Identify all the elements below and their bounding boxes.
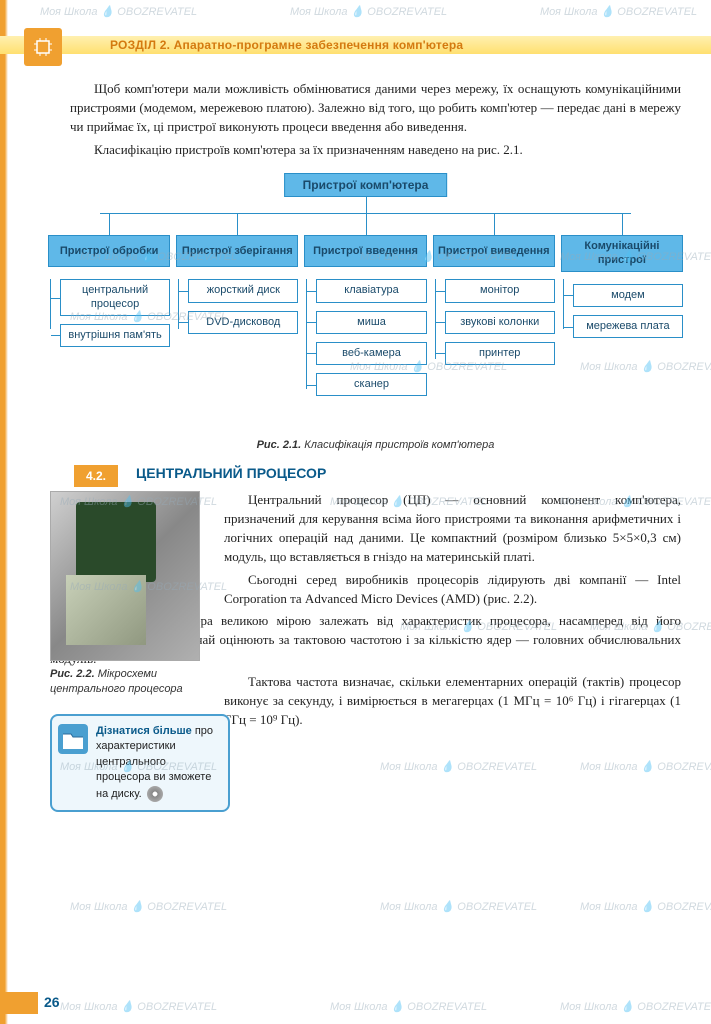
diagram-category-head: Пристрої зберігання [176, 235, 298, 267]
watermark: Моя Школа 💧 OBOZREVATEL [70, 900, 227, 913]
section-title-text: ЦЕНТРАЛЬНИЙ ПРОЦЕСОР [136, 465, 326, 481]
diagram-item: монітор [445, 279, 555, 302]
diagram-items-list: жорсткий диск DVD-дисковод [176, 279, 298, 333]
diagram-item: принтер [445, 342, 555, 365]
diagram-category: Пристрої обробки центральний процесор внут… [48, 235, 170, 396]
watermark: Моя Школа 💧 OBOZREVATEL [40, 5, 197, 18]
diagram-item: модем [573, 284, 683, 307]
diagram-items-list: клавіатура миша веб-камера сканер [304, 279, 426, 396]
diagram-category-head: Пристрої виведення [433, 235, 555, 267]
diagram-item: сканер [316, 373, 426, 396]
paragraph-2: Класифікацію пристроїв комп'ютера за їх … [70, 141, 681, 160]
diagram-item: миша [316, 311, 426, 334]
disk-icon [147, 786, 163, 802]
figure-2-2-label: Рис. 2.2. [50, 668, 95, 680]
chip-icon [24, 28, 62, 66]
diagram-item: DVD-дисковод [188, 311, 298, 334]
figure-2-1-caption: Рис. 2.1. Класифікація пристроїв комп'ют… [70, 439, 681, 451]
watermark: Моя Школа 💧 OBOZREVATEL [540, 5, 697, 18]
diagram-item: жорсткий диск [188, 279, 298, 302]
diagram-category-head: Пристрої введення [304, 235, 426, 267]
page-number: 26 [44, 994, 60, 1010]
diagram-item: внутрішня пам'ять [60, 324, 170, 347]
diagram-category-head: Пристрої обробки [48, 235, 170, 267]
figure-text: Класифікація пристроїв комп'ютера [301, 439, 494, 451]
diagram-category: Пристрої введення клавіатура миша веб-камер… [304, 235, 426, 396]
diagram-item: клавіатура [316, 279, 426, 302]
figure-label: Рис. 2.1. [257, 439, 302, 451]
cpu-paragraph-2: Сьогодні серед виробників процесорів лід… [224, 571, 681, 609]
diagram-item: центральний процесор [60, 279, 170, 315]
watermark: Моя Школа 💧 OBOZREVATEL [60, 1000, 217, 1013]
diagram-category: Пристрої зберігання жорсткий диск DVD-диск… [176, 235, 298, 396]
watermark: Моя Школа 💧 OBOZREVATEL [290, 5, 447, 18]
page-left-accent [0, 0, 8, 1024]
watermark: Моя Школа 💧 OBOZREVATEL [380, 900, 537, 913]
cpu-chips-image [50, 491, 200, 661]
cpu-text-column: Центральний процесор (ЦП) — основний ком… [224, 491, 681, 811]
paragraph-1: Щоб комп'ютери мали можливість обмінюват… [70, 80, 681, 137]
section-header-title: РОЗДІЛ 2. Апаратно-програмне забезпеченн… [110, 38, 463, 52]
watermark: Моя Школа 💧 OBOZREVATEL [560, 1000, 711, 1013]
device-classification-diagram: Пристрої комп'ютера Пристрої обробки цент… [40, 173, 691, 433]
cpu-section: Рис. 2.2. Мікросхеми центрального процес… [50, 491, 681, 811]
diagram-items-list: центральний процесор внутрішня пам'ять [48, 279, 170, 347]
infobox-title: Дізнатися більше [96, 725, 192, 737]
learn-more-box: Дізнатися більше про характеристики цент… [50, 714, 230, 812]
diagram-root-node: Пристрої комп'ютера [284, 173, 448, 197]
section-4-2-title: 4.2. ЦЕНТРАЛЬНИЙ ПРОЦЕСОР [136, 465, 681, 481]
diagram-category-head: Комунікаційні пристрої [561, 235, 683, 271]
diagram-item: звукові колонки [445, 311, 555, 334]
folder-icon [58, 724, 88, 754]
diagram-category: Пристрої виведення монітор звукові колонки… [433, 235, 555, 396]
diagram-item: мережева плата [573, 315, 683, 338]
figure-2-2-caption: Рис. 2.2. Мікросхеми центрального процес… [50, 667, 210, 696]
cpu-paragraph-4: Тактова частота визначає, скільки елемен… [224, 673, 681, 730]
page-content: Щоб комп'ютери мали можливість обмінюват… [70, 80, 681, 812]
diagram-item: веб-камера [316, 342, 426, 365]
cpu-figure-column: Рис. 2.2. Мікросхеми центрального процес… [50, 491, 210, 811]
watermark: Моя Школа 💧 OBOZREVATEL [330, 1000, 487, 1013]
diagram-items-list: монітор звукові колонки принтер [433, 279, 555, 365]
section-number-badge: 4.2. [74, 465, 118, 487]
diagram-items-list: модем мережева плата [561, 284, 683, 338]
page-number-accent [0, 992, 38, 1014]
diagram-category: Комунікаційні пристрої модем мережева плат… [561, 235, 683, 396]
watermark: Моя Школа 💧 OBOZREVATEL [580, 900, 711, 913]
cpu-paragraph-1: Центральний процесор (ЦП) — основний ком… [224, 491, 681, 566]
